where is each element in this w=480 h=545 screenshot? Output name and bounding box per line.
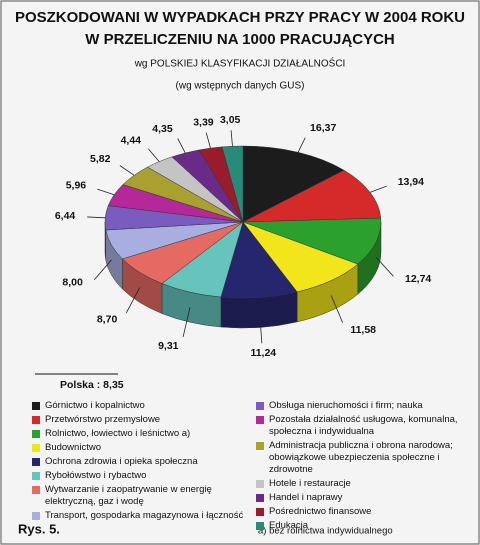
legend-label: Przetwórstwo przemysłowe bbox=[45, 414, 161, 425]
legend: Obsługa nieruchomości i firm; nauka Pozos… bbox=[256, 400, 471, 532]
data-label: 12,74 bbox=[405, 273, 431, 285]
chart-subtitle: (wg wstępnych danych GUS) bbox=[176, 81, 305, 92]
data-label: 16,37 bbox=[310, 122, 336, 134]
leader-line bbox=[148, 148, 160, 162]
legend-label: Górnictwo i kopalnictwo bbox=[45, 400, 145, 411]
legend-swatch bbox=[32, 430, 40, 438]
leader-line bbox=[182, 307, 191, 338]
leader-line bbox=[259, 312, 263, 344]
leader-line bbox=[369, 185, 387, 193]
leader-line bbox=[119, 165, 135, 176]
legend-item: Pozostała działalność usługowa, komunaln… bbox=[256, 414, 471, 438]
legend-item: Wytwarzanie i zaopatrywanie w energię el… bbox=[32, 484, 247, 508]
data-label: 5,82 bbox=[90, 153, 111, 165]
legend-item: Administracja publiczna i obrona narodow… bbox=[256, 440, 471, 476]
data-label: 6,44 bbox=[55, 210, 76, 222]
legend-item: Transport, gospodarka magazynowa i łączn… bbox=[32, 510, 247, 522]
chart-title: W PRZELICZENIU NA 1000 PRACUJĄCYCH bbox=[85, 31, 395, 48]
leader-line bbox=[125, 287, 141, 314]
legend-label: Edukacja bbox=[269, 520, 309, 531]
legend-item: Ochrona zdrowia i opieka społeczna bbox=[32, 456, 247, 468]
leader-line bbox=[330, 295, 344, 323]
legend: Górnictwo i kopalnictwo Przetwórstwo prze… bbox=[32, 400, 247, 522]
legend-label: Wytwarzanie i zaopatrywanie w energię el… bbox=[45, 484, 212, 507]
data-label: 4,44 bbox=[121, 135, 142, 147]
legend-swatch bbox=[32, 486, 40, 494]
legend-item: Rybołówstwo i rybactwo bbox=[32, 470, 247, 482]
legend-item: Budownictwo bbox=[32, 442, 247, 454]
figure-label: Rys. 5. bbox=[18, 521, 60, 536]
data-label: 3,39 bbox=[193, 117, 214, 129]
legend-item: Handel i naprawy bbox=[256, 492, 471, 504]
legend-item: Hotele i restauracje bbox=[256, 478, 471, 490]
legend-label: Hotele i restauracje bbox=[269, 478, 351, 489]
leader-line bbox=[297, 137, 306, 153]
data-label: 3,05 bbox=[220, 114, 241, 126]
legend-item: Przetwórstwo przemysłowe bbox=[32, 414, 247, 426]
legend-label: Ochrona zdrowia i opieka społeczna bbox=[45, 456, 198, 467]
pie-slice bbox=[242, 221, 359, 293]
legend-label: Obsługa nieruchomości i firm; nauka bbox=[269, 400, 423, 411]
pie-slice bbox=[221, 145, 244, 223]
data-label: 11,58 bbox=[350, 324, 376, 336]
leader-line bbox=[205, 132, 211, 149]
legend-label: Rybołówstwo i rybactwo bbox=[45, 470, 147, 481]
data-label: 13,94 bbox=[398, 176, 424, 188]
legend-item: Pośrednictwo finansowe bbox=[256, 506, 471, 518]
legend-swatch bbox=[32, 512, 40, 520]
leader-line bbox=[177, 138, 186, 154]
legend-swatch bbox=[32, 416, 40, 424]
legend-swatch bbox=[256, 402, 264, 410]
legend-swatch bbox=[256, 494, 264, 502]
legend-swatch bbox=[256, 508, 264, 516]
legend-swatch bbox=[256, 442, 264, 450]
leader-line bbox=[375, 256, 394, 277]
legend-item: Obsługa nieruchomości i firm; nauka bbox=[256, 400, 471, 412]
legend-swatch bbox=[32, 472, 40, 480]
legend-label: Rolnictwo, łowiectwo i leśnictwo a) bbox=[45, 428, 191, 439]
legend-label: Handel i naprawy bbox=[269, 492, 343, 503]
legend-item: Rolnictwo, łowiectwo i leśnictwo a) bbox=[32, 428, 247, 440]
legend-label: Budownictwo bbox=[45, 442, 101, 453]
annotation: Polska : 8,35 bbox=[60, 379, 124, 391]
data-label: 8,00 bbox=[62, 277, 83, 289]
leader-line bbox=[93, 259, 112, 281]
leader-line bbox=[87, 216, 106, 219]
leader-line bbox=[230, 130, 233, 147]
pie-slice bbox=[242, 145, 345, 223]
pie-slice bbox=[242, 217, 382, 265]
data-label: 8,70 bbox=[97, 313, 118, 325]
data-label: 4,35 bbox=[152, 123, 173, 135]
legend-label: Pozostała działalność usługowa, komunaln… bbox=[269, 414, 458, 437]
legend-label: Administracja publiczna i obrona narodow… bbox=[269, 440, 453, 475]
legend-swatch bbox=[256, 522, 264, 530]
footnote: a) bez rolnictwa indywidualnego bbox=[258, 526, 393, 537]
chart-subtitle: wg POLSKIEJ KLASYFIKACJI DZIAŁALNOŚCI bbox=[134, 57, 346, 70]
legend-swatch bbox=[256, 416, 264, 424]
data-label: 5,96 bbox=[66, 179, 87, 191]
data-label: 9,31 bbox=[158, 340, 179, 352]
leader-line bbox=[97, 188, 115, 196]
legend-swatch bbox=[32, 444, 40, 452]
legend-label: Pośrednictwo finansowe bbox=[269, 506, 372, 517]
legend-item: Edukacja bbox=[256, 520, 471, 532]
legend-swatch bbox=[32, 458, 40, 466]
chart-title: POSZKODOWANI W WYPADKACH PRZY PRACY W 20… bbox=[15, 9, 465, 26]
legend-item: Górnictwo i kopalnictwo bbox=[32, 400, 247, 412]
legend-label: Transport, gospodarka magazynowa i łączn… bbox=[45, 510, 244, 521]
legend-swatch bbox=[32, 402, 40, 410]
legend-swatch bbox=[256, 480, 264, 488]
data-label: 11,24 bbox=[250, 347, 276, 359]
